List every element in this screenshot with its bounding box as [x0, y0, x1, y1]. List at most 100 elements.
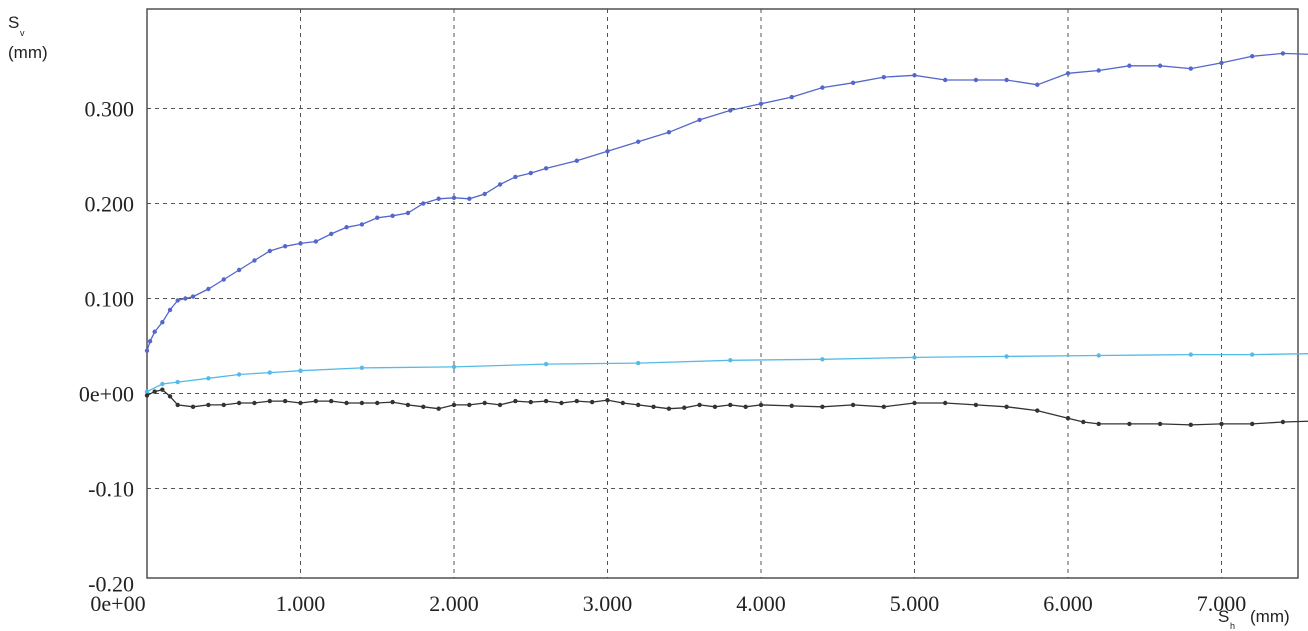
data-point — [313, 239, 319, 244]
x-axis-subscript: h — [1230, 621, 1235, 631]
data-point — [620, 400, 626, 406]
data-point — [912, 400, 917, 406]
data-point — [436, 196, 441, 201]
data-point — [1096, 421, 1101, 427]
data-point — [1219, 421, 1224, 427]
data-point — [1127, 63, 1132, 68]
data-point — [1280, 51, 1286, 56]
data-point — [190, 404, 196, 409]
data-point — [436, 406, 441, 411]
y-tick-label: 0.200 — [85, 192, 135, 217]
data-point — [1157, 421, 1163, 427]
data-point — [451, 195, 457, 200]
data-point — [313, 398, 319, 404]
data-point — [167, 307, 173, 313]
data-point — [267, 370, 272, 375]
data-point — [728, 402, 733, 408]
data-point — [405, 210, 411, 216]
data-point — [236, 400, 242, 406]
data-point — [973, 77, 979, 83]
data-point — [282, 398, 288, 404]
data-point — [1188, 352, 1194, 357]
data-point — [543, 398, 549, 404]
data-point — [160, 381, 165, 387]
y-tick-label: -0.20 — [88, 572, 134, 597]
data-point — [1035, 408, 1040, 413]
data-point — [697, 402, 702, 408]
data-point — [152, 329, 157, 334]
y-tick-label: 0.300 — [85, 97, 135, 122]
data-point — [1188, 422, 1194, 428]
data-point — [144, 393, 150, 398]
y-axis-unit: (mm) — [8, 43, 48, 62]
tick-labels: -0.20 -0.10 0e+00 0.100 0.200 0.300 0e+00 1.000… — [79, 97, 1246, 617]
data-point — [1157, 63, 1163, 68]
data-point — [175, 298, 180, 303]
data-point — [359, 222, 365, 227]
data-point — [636, 139, 641, 144]
data-point — [144, 389, 150, 394]
series-1 — [144, 352, 1308, 394]
x-axis-symbol: S — [1218, 607, 1229, 626]
data-point — [147, 339, 153, 344]
data-point — [160, 320, 165, 325]
data-point — [636, 402, 641, 408]
data-point — [943, 77, 948, 83]
series-2 — [144, 387, 1308, 428]
data-point — [666, 130, 672, 135]
data-point — [344, 225, 349, 230]
data-point — [574, 158, 579, 163]
data-point — [728, 108, 733, 113]
data-point — [728, 358, 733, 363]
data-point — [375, 400, 380, 406]
data-point — [789, 94, 794, 100]
data-point — [1004, 404, 1009, 409]
data-point — [820, 357, 825, 362]
x-tick-label: 2.000 — [429, 591, 479, 616]
series-0 — [144, 51, 1308, 353]
data-point — [421, 404, 426, 409]
y-axis-title: S v (mm) — [8, 13, 48, 62]
data-point — [697, 117, 702, 123]
x-axis-unit: (mm) — [1250, 607, 1290, 626]
data-point — [482, 400, 487, 406]
data-point — [651, 404, 656, 409]
data-point — [758, 402, 764, 408]
data-point — [206, 286, 211, 292]
y-tick-label: 0e+00 — [79, 382, 134, 407]
y-axis-subscript: v — [20, 28, 25, 38]
data-point — [1065, 416, 1071, 421]
x-tick-label: 1.000 — [276, 591, 326, 616]
data-point — [497, 182, 503, 187]
data-point — [1280, 419, 1286, 425]
data-point — [1096, 353, 1101, 358]
data-point — [451, 364, 457, 370]
x-tick-label: 6.000 — [1043, 591, 1093, 616]
data-point — [236, 372, 242, 377]
data-point — [850, 80, 856, 86]
data-point — [329, 231, 334, 237]
data-point — [298, 241, 303, 246]
data-point — [605, 149, 610, 154]
data-point — [175, 402, 180, 408]
data-point — [820, 85, 825, 90]
data-point — [943, 400, 948, 406]
y-tick-label: -0.10 — [88, 477, 134, 502]
data-point — [206, 376, 211, 381]
data-point — [144, 348, 150, 353]
data-point — [467, 196, 472, 201]
data-point — [190, 294, 196, 299]
data-point — [482, 191, 487, 197]
data-point — [390, 213, 395, 219]
data-point — [850, 402, 856, 408]
series-line — [146, 52, 1308, 352]
x-tick-label: 0e+00 — [90, 591, 145, 616]
data-point — [167, 394, 173, 399]
data-point — [912, 355, 917, 360]
x-tick-label: 3.000 — [583, 591, 633, 616]
data-point — [421, 201, 426, 206]
data-point — [712, 404, 718, 409]
data-point — [359, 365, 365, 371]
data-point — [543, 166, 549, 171]
